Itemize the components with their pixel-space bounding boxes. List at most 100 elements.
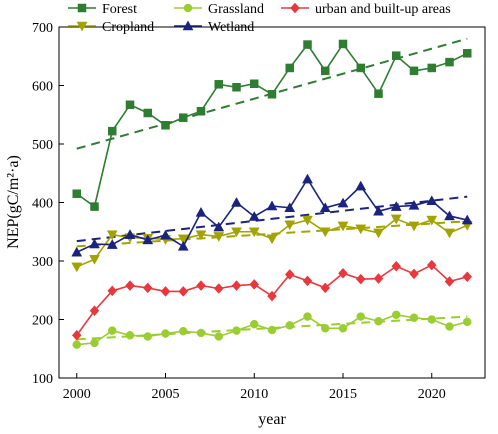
data-point xyxy=(125,331,135,340)
data-point xyxy=(177,234,189,245)
data-point xyxy=(266,200,278,211)
data-point xyxy=(445,322,454,331)
legend-label: Forest xyxy=(102,2,137,17)
series-grassland xyxy=(72,310,472,349)
x-tick-label: 2020 xyxy=(418,387,446,402)
data-point xyxy=(337,221,349,232)
data-point xyxy=(284,202,296,213)
y-tick-label: 500 xyxy=(32,138,53,153)
data-point xyxy=(214,80,223,89)
data-point xyxy=(284,220,296,231)
data-point xyxy=(444,276,455,287)
data-point xyxy=(248,211,260,221)
data-point xyxy=(462,271,473,283)
y-tick-label: 200 xyxy=(32,314,53,329)
data-point xyxy=(427,315,436,324)
legend-label: Grassland xyxy=(208,2,264,17)
data-point xyxy=(321,66,330,76)
data-point xyxy=(373,205,384,216)
data-point xyxy=(108,126,117,136)
data-point xyxy=(108,326,117,335)
legend-swatch-marker xyxy=(77,3,87,13)
data-point xyxy=(161,329,170,338)
data-point xyxy=(160,229,171,240)
data-point xyxy=(248,227,260,238)
data-point xyxy=(142,234,154,245)
data-point xyxy=(319,227,331,238)
data-point xyxy=(90,338,99,348)
x-tick-label: 2000 xyxy=(63,387,91,402)
data-point xyxy=(319,202,331,213)
data-point xyxy=(355,273,366,285)
data-point xyxy=(195,206,207,217)
x-tick-label: 2010 xyxy=(240,387,268,402)
data-point xyxy=(71,329,82,341)
data-point xyxy=(463,49,472,58)
data-point xyxy=(392,310,401,320)
data-point xyxy=(373,273,384,284)
legend-swatch-marker xyxy=(76,21,88,32)
series-cropland xyxy=(71,214,473,273)
data-point xyxy=(426,259,437,271)
data-point xyxy=(338,267,348,279)
legend-swatch-marker xyxy=(183,3,193,13)
data-point xyxy=(195,230,207,241)
legend-item-forest: Forest xyxy=(68,2,137,17)
data-point xyxy=(266,234,278,245)
legend-item-wetland: Wetland xyxy=(174,20,254,35)
series-urban-and-built-up-areas xyxy=(71,259,473,341)
data-point xyxy=(89,254,100,265)
data-point xyxy=(89,305,100,317)
trend-line-wetland xyxy=(76,195,468,243)
data-point xyxy=(196,280,206,291)
data-point xyxy=(391,260,402,272)
data-point xyxy=(390,214,402,225)
legend-swatch-marker xyxy=(290,2,300,14)
legend-item-cropland: Cropland xyxy=(68,20,154,35)
data-point xyxy=(303,312,312,321)
data-point xyxy=(143,332,152,341)
data-point xyxy=(72,189,81,198)
data-point xyxy=(355,180,367,191)
legend-label: Cropland xyxy=(102,20,154,35)
data-point xyxy=(463,317,472,327)
data-point xyxy=(390,201,402,211)
data-point xyxy=(106,239,118,249)
data-point xyxy=(320,282,331,294)
data-point xyxy=(214,332,223,341)
data-point xyxy=(143,108,152,118)
data-point xyxy=(285,321,294,330)
data-point xyxy=(445,57,454,67)
x-axis-label: year xyxy=(258,411,286,428)
data-point xyxy=(426,195,438,205)
data-point xyxy=(408,199,420,210)
y-tick-label: 700 xyxy=(32,21,53,36)
y-tick-label: 600 xyxy=(32,80,53,95)
data-point xyxy=(124,229,136,239)
legend-label: urban and built-up areas xyxy=(315,2,451,17)
x-axis: 2000 2005 2010 2015 2020 xyxy=(63,373,446,402)
data-point xyxy=(106,230,118,241)
series-line-forest xyxy=(76,42,468,208)
y-tick-label: 300 xyxy=(32,255,53,270)
data-point xyxy=(285,63,294,73)
data-point xyxy=(427,63,436,73)
data-point xyxy=(161,121,170,130)
data-point xyxy=(356,312,365,321)
data-point xyxy=(249,279,260,290)
data-point xyxy=(409,66,419,76)
data-point xyxy=(196,106,206,116)
data-point xyxy=(231,196,242,207)
data-point xyxy=(302,173,313,184)
data-point xyxy=(444,210,455,221)
data-point xyxy=(267,325,277,335)
data-point xyxy=(374,317,383,326)
data-point xyxy=(178,286,189,297)
legend: Forest Grassland urban and built-up areas C… xyxy=(68,2,451,35)
data-point xyxy=(355,224,367,235)
data-series xyxy=(71,39,473,349)
data-point xyxy=(461,214,473,225)
data-point xyxy=(302,215,313,226)
data-point xyxy=(213,221,225,232)
